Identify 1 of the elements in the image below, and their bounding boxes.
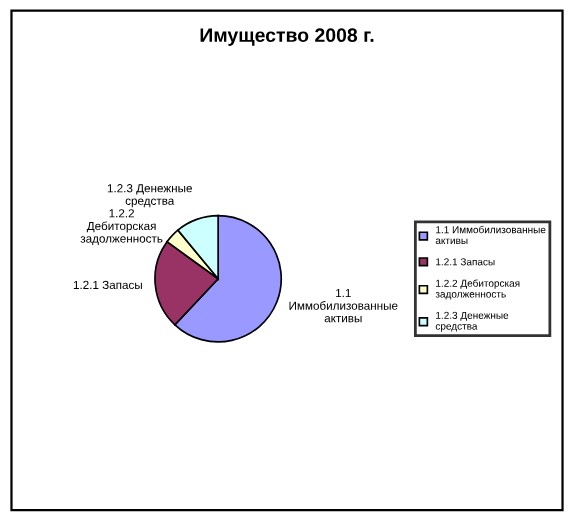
chart-title: Имущество 2008 г. [200,28,374,46]
